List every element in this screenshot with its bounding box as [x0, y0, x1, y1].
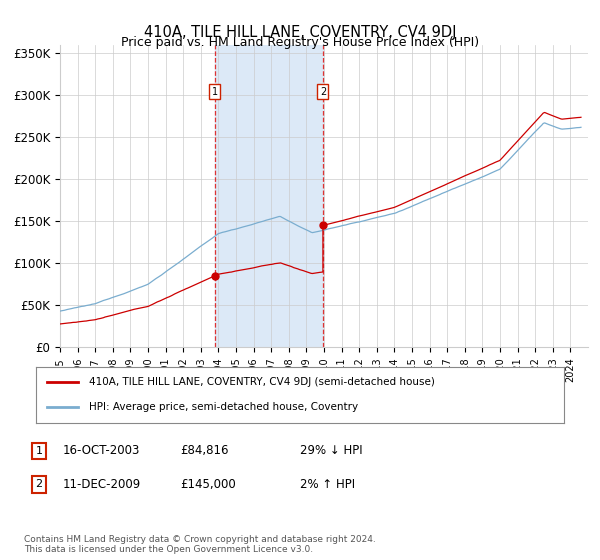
Text: 1: 1	[212, 87, 218, 97]
Text: 29% ↓ HPI: 29% ↓ HPI	[300, 444, 362, 458]
Text: 2% ↑ HPI: 2% ↑ HPI	[300, 478, 355, 491]
Text: 410A, TILE HILL LANE, COVENTRY, CV4 9DJ: 410A, TILE HILL LANE, COVENTRY, CV4 9DJ	[144, 25, 456, 40]
Text: 16-OCT-2003: 16-OCT-2003	[63, 444, 140, 458]
Bar	[215, 45, 323, 347]
Text: HPI: Average price, semi-detached house, Coventry: HPI: Average price, semi-detached house,…	[89, 402, 358, 412]
Text: Price paid vs. HM Land Registry's House Price Index (HPI): Price paid vs. HM Land Registry's House …	[121, 36, 479, 49]
Text: £145,000: £145,000	[180, 478, 236, 491]
Text: £84,816: £84,816	[180, 444, 229, 458]
Text: 1: 1	[35, 446, 43, 456]
Text: 2: 2	[35, 479, 43, 489]
Text: 410A, TILE HILL LANE, COVENTRY, CV4 9DJ (semi-detached house): 410A, TILE HILL LANE, COVENTRY, CV4 9DJ …	[89, 377, 434, 388]
Text: 11-DEC-2009: 11-DEC-2009	[63, 478, 141, 491]
Text: 2: 2	[320, 87, 326, 97]
Text: Contains HM Land Registry data © Crown copyright and database right 2024.
This d: Contains HM Land Registry data © Crown c…	[24, 535, 376, 554]
